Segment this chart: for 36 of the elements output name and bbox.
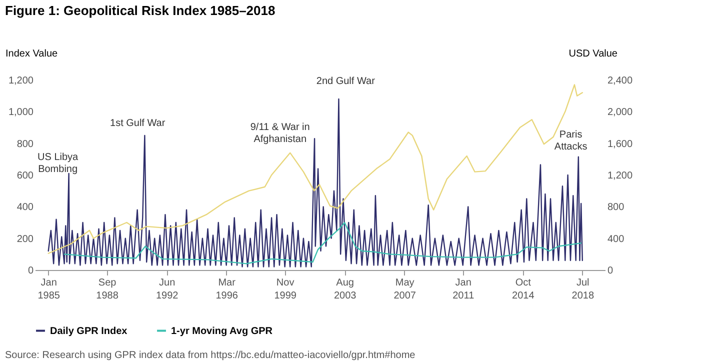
- y2-tick-label: 2,400: [608, 76, 633, 86]
- y2-axis-title: USD Value: [568, 48, 618, 60]
- source-note: Source: Research using GPR index data from https://bc.edu/matteo-iacoviello/gpr.htm#home: [5, 350, 416, 361]
- y2-tick-label: 2,000: [608, 107, 633, 118]
- y-tick-label: 1,000: [8, 107, 34, 118]
- legend-label: Daily GPR Index: [50, 326, 128, 337]
- x-tick-label: Jan 2011: [452, 278, 475, 302]
- y2-tick-label: 1,200: [608, 170, 633, 182]
- annotation: US Libya Bombing: [38, 152, 79, 176]
- y2-tick-label: 400: [608, 234, 625, 245]
- y2-tick-label: 0: [608, 266, 614, 276]
- y-tick-label: 600: [16, 170, 34, 182]
- chart-title: Figure 1: Geopolitical Risk Index 1985–2018: [5, 3, 276, 18]
- y-tick-label: 800: [16, 138, 34, 150]
- x-tick-label: Oct 2014: [512, 278, 535, 302]
- y-tick-label: 200: [16, 234, 34, 245]
- y-axis-title: Index Value: [6, 48, 58, 60]
- x-tick-label: Jan 1985: [38, 278, 60, 302]
- x-tick-label: Jul 2018: [572, 278, 594, 302]
- y-tick-label: 0: [28, 266, 34, 276]
- x-tick-label: Nov 1999: [274, 278, 297, 302]
- x-tick-label: Jun 1992: [156, 278, 179, 302]
- x-tick-label: Mar 1996: [216, 278, 238, 302]
- annotation: 1st Gulf War: [110, 118, 166, 129]
- y2-tick-label: 800: [608, 202, 625, 214]
- y-tick-label: 400: [16, 202, 34, 214]
- annotation: 2nd Gulf War: [316, 76, 376, 88]
- y2-tick-label: 1,600: [608, 138, 633, 150]
- line-series: [64, 222, 582, 264]
- x-tick-label: Aug 2003: [334, 278, 357, 302]
- x-tick-label: Sep 1988: [96, 278, 119, 302]
- annotation: 9/11 & War in Afghanistan: [250, 122, 310, 145]
- x-tick-label: May 2007: [394, 278, 416, 302]
- legend-label: 1-yr Moving Avg GPR: [171, 326, 274, 337]
- y-tick-label: 1,200: [8, 76, 34, 86]
- annotation: Paris Attacks: [554, 129, 588, 152]
